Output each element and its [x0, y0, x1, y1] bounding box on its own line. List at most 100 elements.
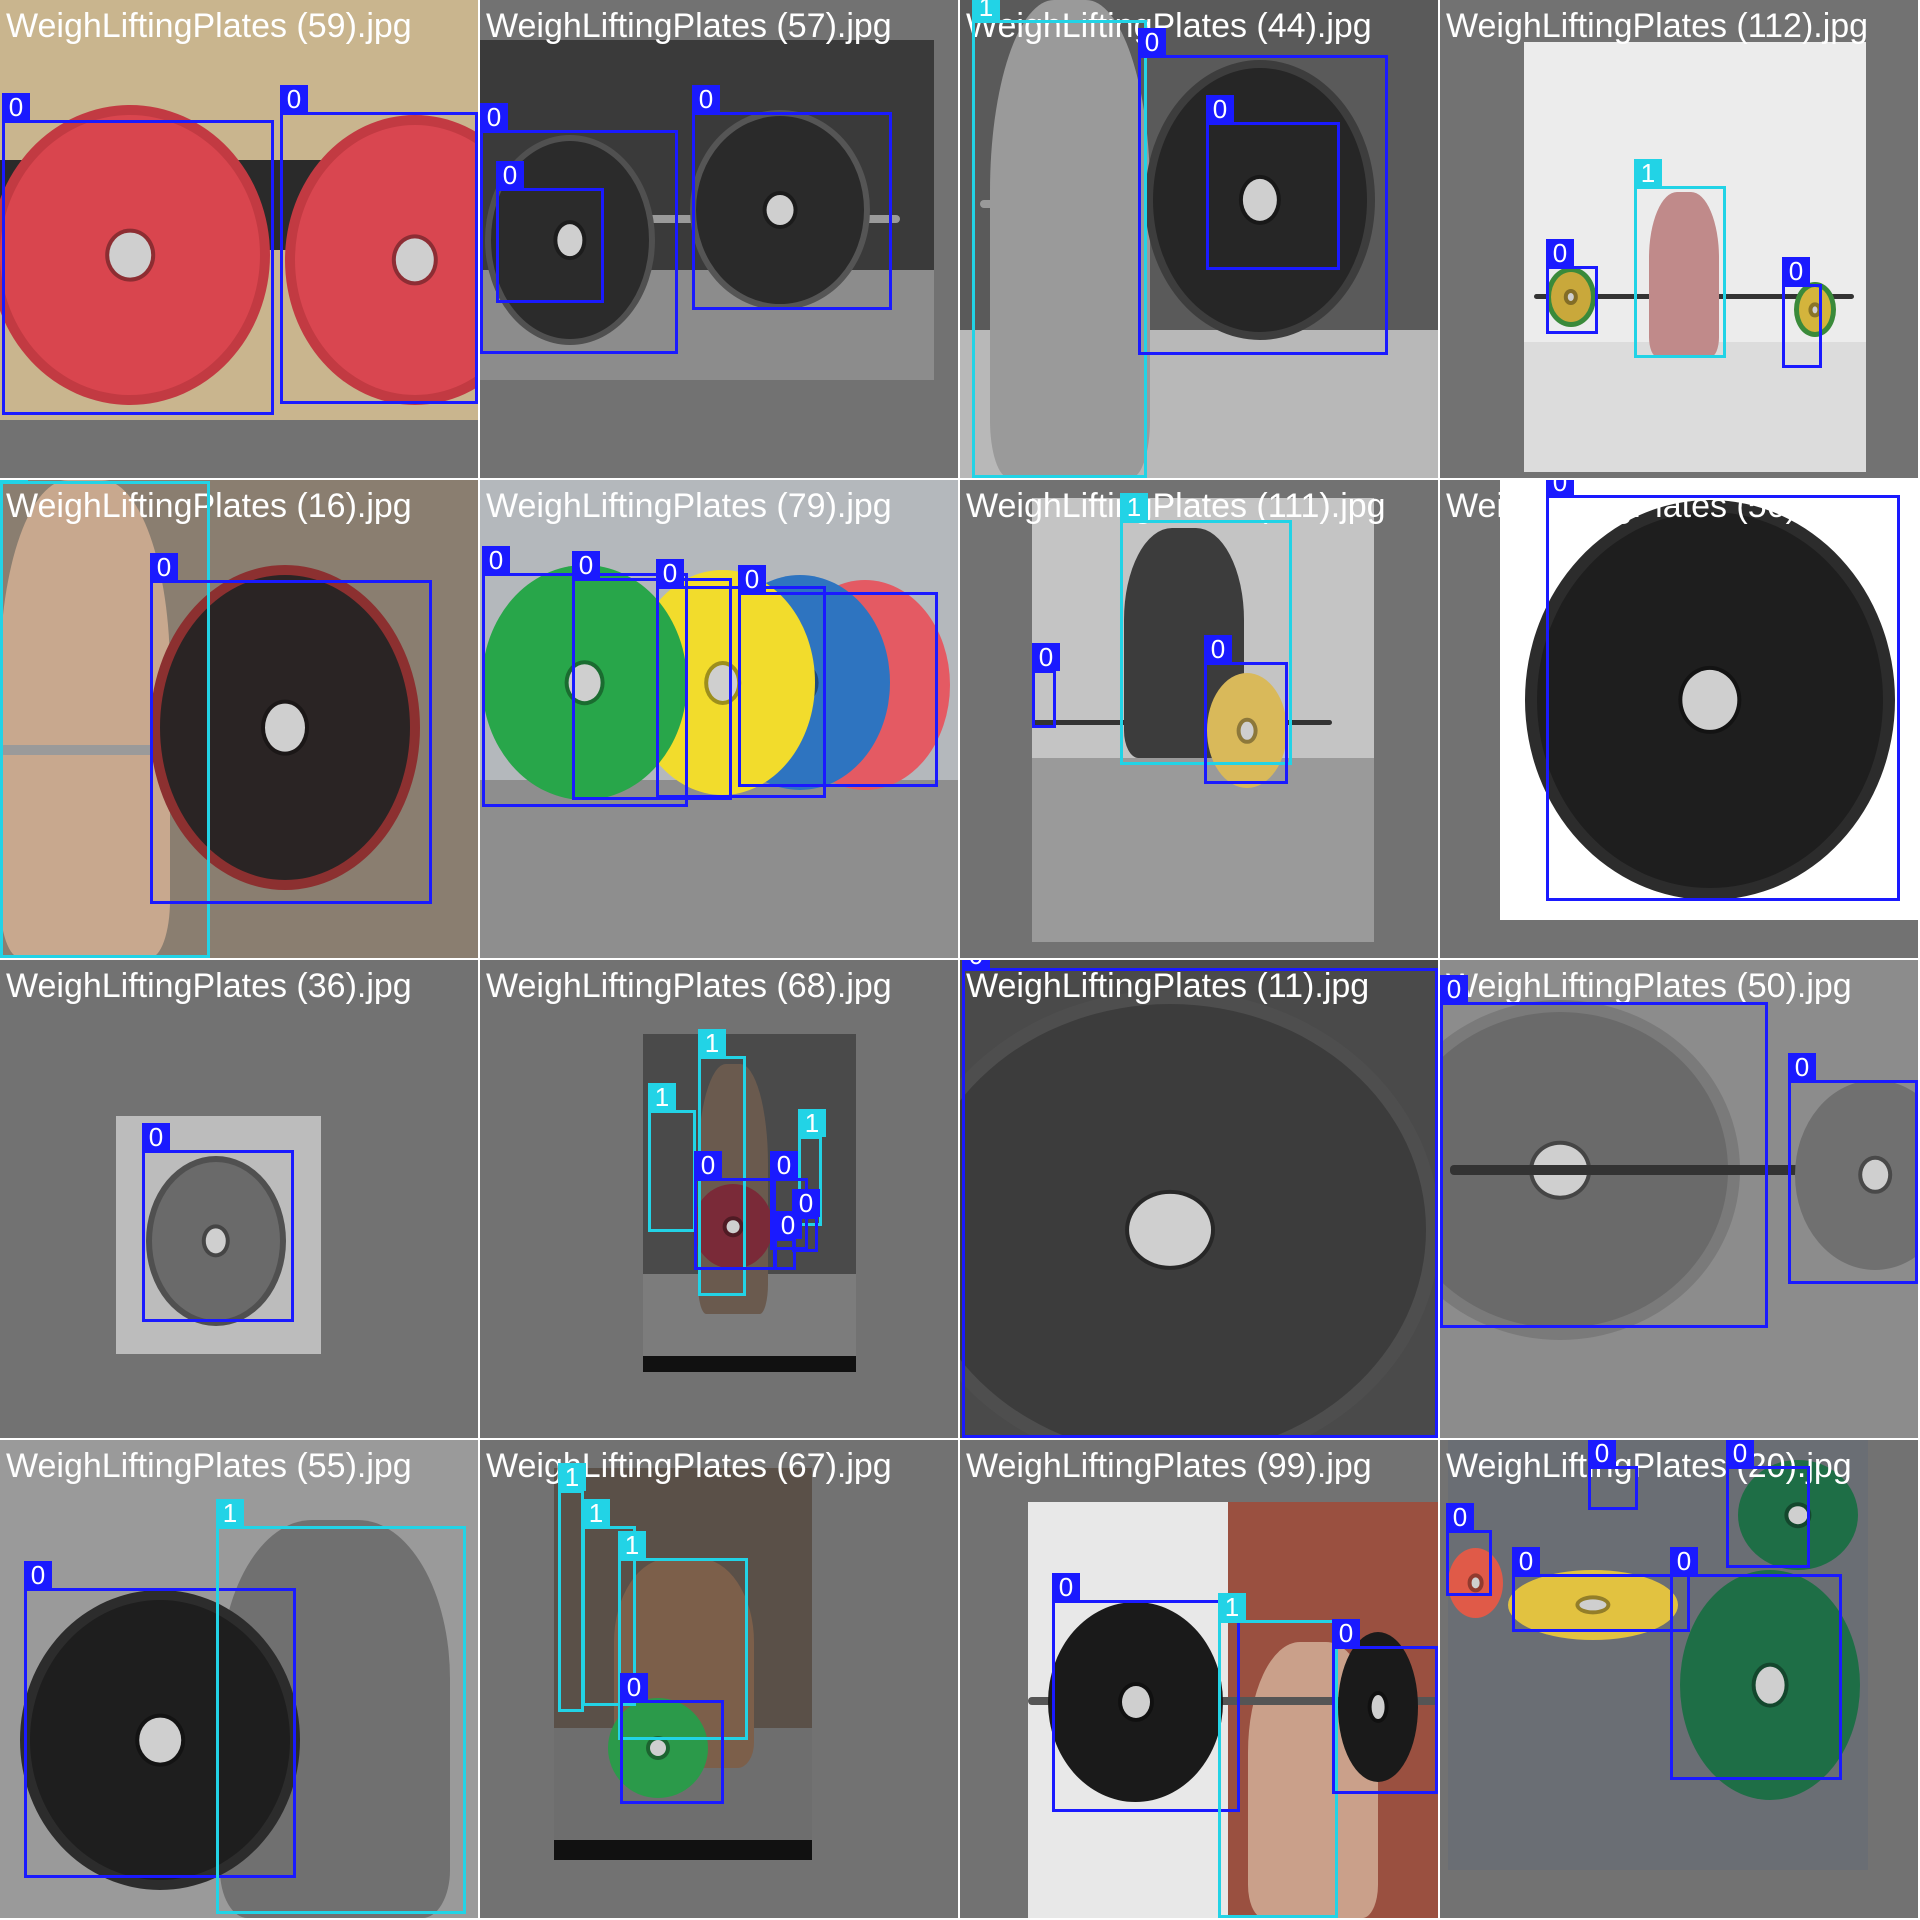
- class-tag: 0: [1440, 975, 1468, 1003]
- image-tile[interactable]: WeighLiftingPlates (36).jpg 0: [0, 960, 478, 1438]
- detection-box[interactable]: 1: [618, 1531, 748, 1740]
- detection-box[interactable]: 0: [1032, 643, 1060, 728]
- detection-box[interactable]: 0: [1512, 1547, 1690, 1632]
- detection-box[interactable]: 1: [558, 1463, 586, 1712]
- detection-box[interactable]: 0: [1782, 257, 1822, 368]
- class-tag: 0: [694, 1151, 722, 1179]
- person-shape: [1649, 192, 1719, 357]
- detection-box[interactable]: 0: [620, 1673, 724, 1804]
- detection-box[interactable]: 0: [496, 161, 604, 303]
- filename-label: WeighLiftingPlates (67).jpg: [486, 1447, 892, 1485]
- class-tag: 0: [1512, 1547, 1540, 1575]
- tile-photo: [0, 480, 478, 958]
- class-tag: 0: [1032, 643, 1060, 671]
- filename-label: WeighLiftingPlates (36).jpg: [6, 967, 412, 1005]
- detection-box[interactable]: 0: [738, 565, 938, 787]
- class-tag: 1: [972, 0, 1000, 21]
- tile-photo: [1032, 498, 1374, 942]
- detection-box[interactable]: 0: [1670, 1547, 1842, 1780]
- class-tag: 1: [698, 1029, 726, 1057]
- image-tile[interactable]: WeighLiftingPlates (16).jpg 1 0: [0, 480, 478, 958]
- detection-box[interactable]: 0: [150, 553, 432, 904]
- detection-box[interactable]: 0: [1204, 635, 1288, 784]
- detection-box[interactable]: 0: [1138, 28, 1388, 355]
- plate-shape: [1207, 673, 1287, 788]
- plate-shape: [1525, 500, 1895, 900]
- class-tag: 0: [1782, 257, 1810, 285]
- detection-box[interactable]: 0: [692, 85, 892, 310]
- image-tile[interactable]: WeighLiftingPlates (55).jpg 0 1: [0, 1440, 478, 1918]
- image-tile[interactable]: WeighLiftingPlates (79).jpg 0 0 0 0: [480, 480, 958, 958]
- detection-box[interactable]: 0: [1546, 480, 1900, 901]
- detection-box[interactable]: 0: [1588, 1440, 1638, 1510]
- detection-box[interactable]: 1: [216, 1499, 466, 1914]
- image-tile[interactable]: WeighLiftingPlates (99).jpg 0 1 0: [960, 1440, 1438, 1918]
- image-tile[interactable]: WeighLiftingPlates (56).jpg 0: [1440, 480, 1918, 958]
- plate-shape: [608, 1698, 708, 1798]
- detection-box[interactable]: 0: [1052, 1573, 1240, 1812]
- class-tag: 0: [962, 960, 990, 969]
- class-tag: 0: [1206, 95, 1234, 123]
- plate-shape: [146, 1156, 286, 1326]
- detection-box[interactable]: 0: [1788, 1053, 1918, 1284]
- detection-box[interactable]: 1: [648, 1083, 696, 1232]
- detection-box[interactable]: 0: [1206, 95, 1340, 270]
- detection-box[interactable]: 1: [1218, 1593, 1338, 1918]
- class-tag: 1: [798, 1109, 826, 1137]
- tile-photo: [1448, 1440, 1868, 1870]
- image-tile[interactable]: WeighLiftingPlates (57).jpg 0 0 0: [480, 0, 958, 478]
- class-tag: 0: [1588, 1440, 1616, 1467]
- detection-box[interactable]: 0: [774, 1211, 802, 1270]
- plate-shape: [1508, 1570, 1678, 1640]
- detection-box[interactable]: 0: [1332, 1619, 1438, 1794]
- image-tile[interactable]: WeighLiftingPlates (68).jpg 1 1 1 0 0 0 …: [480, 960, 958, 1438]
- class-tag: 1: [558, 1463, 586, 1491]
- tile-photo: [554, 1468, 812, 1860]
- detection-box[interactable]: 1: [798, 1109, 826, 1226]
- filename-label: WeighLiftingPlates (44).jpg: [966, 7, 1372, 45]
- detection-box[interactable]: 1: [1634, 159, 1726, 358]
- class-tag: 1: [618, 1531, 646, 1559]
- detection-box[interactable]: 0: [2, 93, 274, 415]
- class-tag: 0: [1052, 1573, 1080, 1601]
- image-tile[interactable]: WeighLiftingPlates (59).jpg 0 0: [0, 0, 478, 478]
- tile-photo: [0, 1440, 478, 1918]
- image-tile[interactable]: WeighLiftingPlates (11).jpg 0: [960, 960, 1438, 1438]
- barbell: [1450, 1165, 1918, 1175]
- image-tile[interactable]: WeighLiftingPlates (67).jpg 1 1 1 0: [480, 1440, 958, 1918]
- detection-box[interactable]: 0: [572, 551, 732, 800]
- plate-shape: [285, 115, 478, 405]
- detection-box[interactable]: 0: [142, 1123, 294, 1322]
- tile-photo: [480, 40, 934, 380]
- plate-shape: [0, 105, 270, 405]
- class-tag: 1: [1218, 1593, 1246, 1621]
- tile-photo: [480, 480, 958, 958]
- image-tile[interactable]: WeighLiftingPlates (44).jpg 1 0 0: [960, 0, 1438, 478]
- filename-label: WeighLiftingPlates (68).jpg: [486, 967, 892, 1005]
- detection-box[interactable]: 1: [972, 0, 1147, 478]
- tile-photo: [0, 0, 478, 420]
- detection-box[interactable]: 0: [770, 1151, 808, 1250]
- detection-box[interactable]: 1: [582, 1499, 636, 1706]
- detection-box[interactable]: 0: [24, 1561, 296, 1878]
- class-tag: 0: [1546, 480, 1574, 496]
- detection-box[interactable]: 0: [962, 960, 1438, 1438]
- detection-box[interactable]: 0: [1446, 1503, 1492, 1596]
- detection-box[interactable]: 0: [1726, 1440, 1810, 1568]
- detection-box[interactable]: 0: [1440, 975, 1768, 1328]
- class-tag: 0: [2, 93, 30, 121]
- detection-box[interactable]: 0: [480, 103, 678, 354]
- image-tile[interactable]: WeighLiftingPlates (50).jpg 0 0: [1440, 960, 1918, 1438]
- detection-box[interactable]: 1: [0, 480, 210, 958]
- detection-box[interactable]: 0: [280, 85, 478, 404]
- tile-photo: [960, 960, 1438, 1438]
- detection-box[interactable]: 0: [694, 1151, 776, 1270]
- tile-photo: [960, 0, 1438, 478]
- image-tile[interactable]: WeighLiftingPlates (20).jpg 0 0 0 0 0: [1440, 1440, 1918, 1918]
- filename-label: WeighLiftingPlates (99).jpg: [966, 1447, 1372, 1485]
- image-tile[interactable]: WeighLiftingPlates (111).jpg 1 0 0: [960, 480, 1438, 958]
- detection-box[interactable]: 0: [1546, 239, 1598, 334]
- image-tile[interactable]: WeighLiftingPlates (112).jpg 0 1 0: [1440, 0, 1918, 478]
- class-tag: 0: [1138, 28, 1166, 56]
- plate-shape: [693, 1184, 773, 1269]
